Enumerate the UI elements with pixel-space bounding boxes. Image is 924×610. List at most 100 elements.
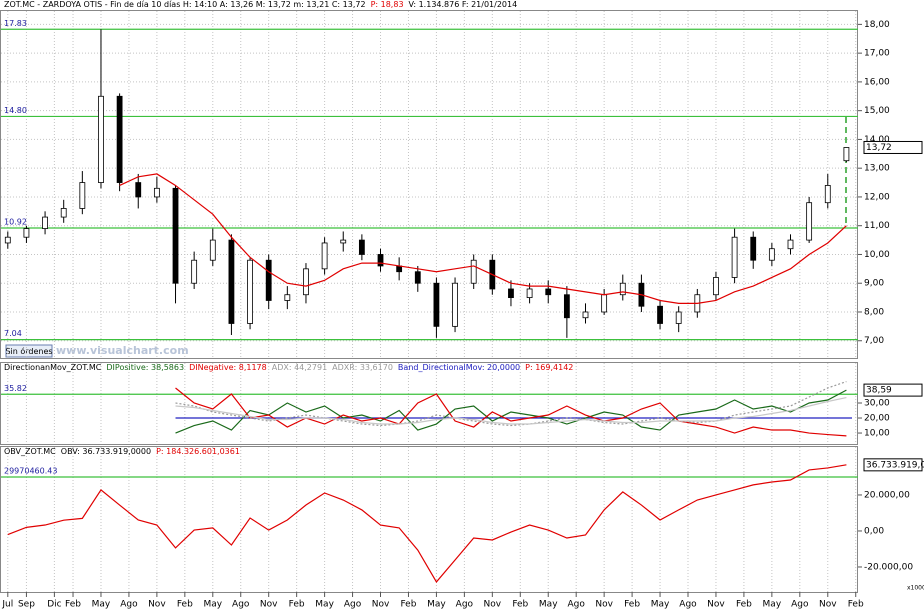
x-tick-label: Feb — [289, 600, 305, 610]
title-part: OBV_ZOT.MC — [4, 447, 56, 456]
x-tick-label: Ago — [344, 600, 362, 610]
candle-body — [265, 259, 272, 301]
y-tick-label: 30,00 — [864, 399, 890, 409]
x-tick-label: Sep — [18, 600, 35, 610]
x-tick-label: Nov — [148, 600, 166, 610]
candle-body — [358, 239, 365, 255]
y-tick-label: 13,00 — [864, 164, 890, 174]
y-tick-label: 16,00 — [864, 77, 890, 87]
last-value-label: 38,59 — [866, 386, 892, 396]
x-tick-label: Ago — [456, 600, 474, 610]
x-tick-label: May — [315, 600, 334, 610]
candle-body — [731, 236, 738, 278]
last-value-label: 13,72 — [866, 143, 892, 153]
candle-body — [321, 242, 328, 270]
x-tick-label: May — [203, 600, 222, 610]
candle-body — [545, 288, 552, 296]
orders-button-label[interactable]: Sin órdenes — [5, 346, 52, 356]
title-part: P: 184.326.601,0361 — [156, 447, 240, 456]
last-value-box — [863, 383, 923, 397]
x-tick-label: Ago — [791, 600, 809, 610]
candle-body — [172, 187, 179, 284]
candle-body — [98, 95, 104, 183]
title-part: ZOT.MC - ZARDOYA OTIS - Fin de día 10 dí… — [4, 0, 366, 9]
y-tick-label: 17,00 — [864, 49, 890, 59]
x-tick-label: Nov — [595, 600, 613, 610]
dmi-panel — [0, 362, 858, 445]
panel-title: ZOT.MC - ZARDOYA OTIS - Fin de día 10 dí… — [4, 0, 517, 9]
y-tick-label: 10,00 — [864, 250, 890, 260]
candle-body — [23, 228, 30, 238]
series-line — [175, 380, 847, 427]
orders-button[interactable] — [5, 344, 53, 358]
x-tick-label: Feb — [736, 600, 752, 610]
level-label: 10.92 — [4, 218, 27, 227]
multiplier: x1000 — [907, 585, 924, 592]
y-tick-label: 15,00 — [864, 106, 890, 116]
watermark: www.visualchart.com — [56, 344, 189, 357]
candle-body — [657, 305, 663, 324]
candle-body — [60, 208, 67, 218]
candle-body — [563, 294, 570, 319]
title-part: DIPositive: 38,5863 — [106, 363, 184, 372]
main-panel — [0, 10, 858, 359]
candle-body — [675, 311, 682, 324]
x-tick-label: May — [427, 600, 446, 610]
x-tick-label: Nov — [484, 600, 502, 610]
candle-body — [135, 182, 142, 198]
candle-body — [116, 95, 123, 183]
x-tick-label: Ago — [679, 600, 697, 610]
candle-body — [806, 202, 813, 241]
candle-body — [209, 239, 216, 261]
x-tick-label: Feb — [177, 600, 193, 610]
title-part: DirectionanMov_ZOT.MC — [4, 363, 102, 372]
y-tick-label: 18,00 — [864, 20, 890, 30]
candle-body — [4, 236, 11, 244]
series-line — [175, 387, 847, 437]
last-value-label: 36.733.919,00 — [866, 460, 924, 470]
x-tick-label: May — [539, 600, 558, 610]
y-tick-label: 12,00 — [864, 192, 890, 202]
y-tick-label: 8,00 — [864, 307, 884, 317]
x-tick-label: Ago — [567, 600, 585, 610]
x-tick-label: May — [763, 600, 782, 610]
candle-body — [79, 182, 86, 209]
x-tick-label: Feb — [512, 600, 528, 610]
candle-body — [303, 268, 309, 296]
candle-body — [228, 239, 235, 324]
series-line — [7, 464, 847, 583]
candle-body — [619, 282, 626, 296]
x-tick-label: Ago — [120, 600, 138, 610]
y-tick-label: 20.000,00 — [864, 490, 910, 500]
level-label: 35.82 — [4, 384, 27, 393]
level-label: 17.83 — [4, 19, 27, 28]
series-line — [119, 173, 847, 304]
candle-body — [191, 259, 198, 284]
x-tick-label: Nov — [260, 600, 278, 610]
y-tick-label: 14,00 — [864, 135, 890, 145]
x-tick-label: May — [651, 600, 670, 610]
x-tick-label: Feb — [65, 600, 81, 610]
y-tick-label: 9,00 — [864, 279, 884, 289]
title-part: ADX: 44,2791 — [272, 363, 327, 372]
y-tick-label: 0,00 — [864, 526, 884, 536]
x-tick-label: Ago — [232, 600, 250, 610]
candle-body — [750, 236, 757, 261]
x-tick-label: Dic — [47, 600, 61, 610]
y-tick-label: 11,00 — [864, 221, 890, 231]
candle-body — [508, 288, 514, 299]
y-tick-label: 10,00 — [864, 429, 890, 439]
title-part: Band_DirectionalMov: 20,0000 — [398, 363, 520, 372]
x-tick-label: Feb — [624, 600, 640, 610]
y-tick-label: 7,00 — [864, 336, 884, 346]
level-label: 14.80 — [4, 106, 27, 115]
title-part: DINegative: 8,1178 — [189, 363, 267, 372]
last-value-box — [863, 140, 923, 154]
level-label: 7.04 — [4, 329, 22, 338]
candle-body — [247, 259, 253, 324]
y-tick-label: -20.000,00 — [864, 562, 913, 572]
candle-body — [452, 282, 458, 327]
panel-title: OBV_ZOT.MC OBV: 36.733.919,0000 P: 184.326… — [4, 447, 240, 456]
